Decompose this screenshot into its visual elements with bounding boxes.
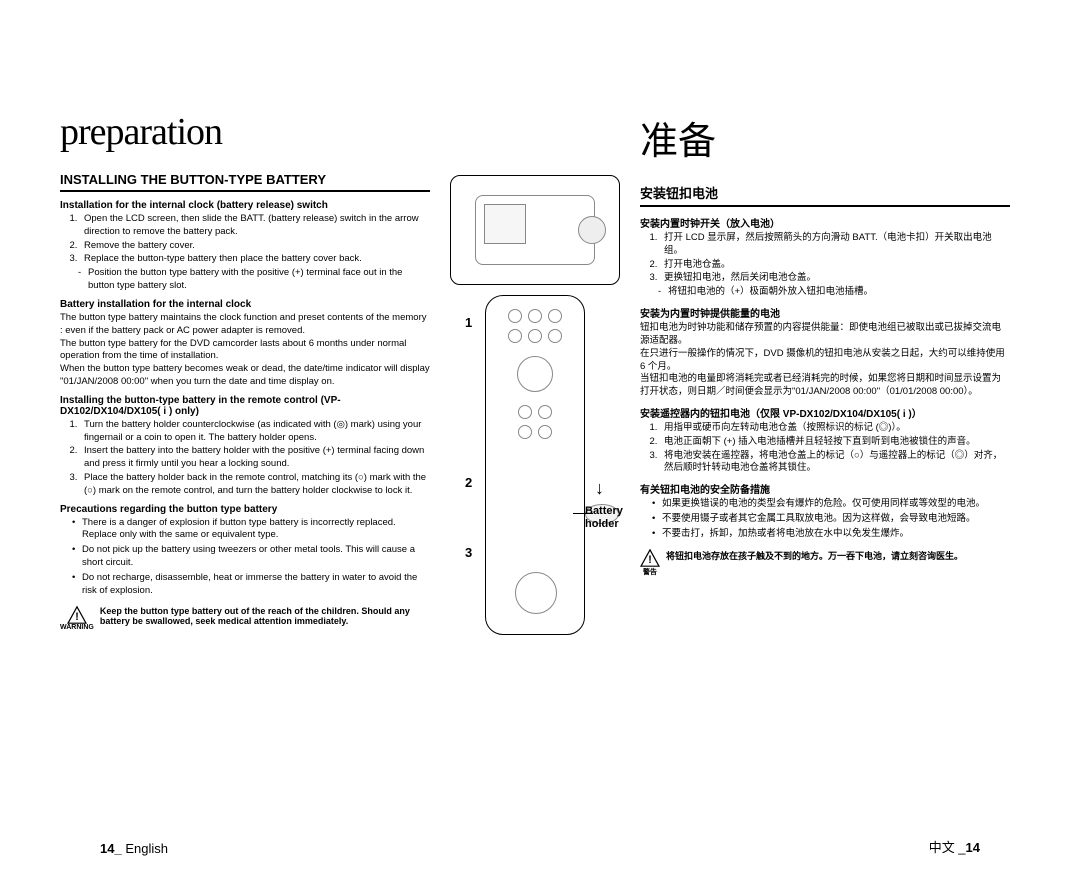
list-item: 电池正面朝下 (+) 插入电池插槽并且轻轻按下直到听到电池被锁住的声音。 bbox=[660, 436, 1010, 449]
list-item: Replace the button-type battery then pla… bbox=[80, 253, 430, 266]
sub-point: 将钮扣电池的（+）极面朝外放入钮扣电池插槽。 bbox=[640, 286, 1010, 299]
ol-zh-1: 打开 LCD 显示屏，然后按照箭头的方向滑动 BATT.（电池卡扣）开关取出电池… bbox=[640, 232, 1010, 285]
step-2: 2 bbox=[465, 475, 472, 490]
subhead-zh-4: 有关钮扣电池的安全防备措施 bbox=[640, 481, 1010, 496]
camcorder-diagram bbox=[450, 175, 620, 285]
step-3: 3 bbox=[465, 545, 472, 560]
subhead-en-2: Battery installation for the internal cl… bbox=[60, 299, 430, 310]
list-item: Remove the battery cover. bbox=[80, 240, 430, 253]
warning-block-zh: ! 警告 将钮扣电池存放在孩子触及不到的地方。万一吞下电池，请立刻咨询医生。 bbox=[640, 549, 1010, 577]
remote-diagram: ↓ bbox=[485, 295, 585, 635]
ul-en-4: There is a danger of explosion if button… bbox=[60, 517, 430, 598]
subhead-zh-2: 安装为内置时钟提供能量的电池 bbox=[640, 305, 1010, 320]
warning-icon: ! 警告 bbox=[640, 549, 660, 577]
para: 在只进行一般操作的情况下，DVD 摄像机的钮扣电池从安装之日起，大约可以维持使用… bbox=[640, 348, 1010, 374]
list-item: 用指甲或硬币向左转动电池仓盖（按照标识的标记 (◎)）。 bbox=[660, 422, 1010, 435]
para: 钮扣电池为时钟功能和储存预置的内容提供能量：即使电池组已被取出或已拔掉交流电源适… bbox=[640, 322, 1010, 348]
list-item: There is a danger of explosion if button… bbox=[72, 517, 430, 543]
list-item: 更换钮扣电池，然后关闭电池仓盖。 bbox=[660, 272, 1010, 285]
list-item: Do not recharge, disassemble, heat or im… bbox=[72, 572, 430, 598]
ol-zh-3: 用指甲或硬币向左转动电池仓盖（按照标识的标记 (◎)）。 电池正面朝下 (+) … bbox=[640, 422, 1010, 475]
subhead-en-4: Precautions regarding the button type ba… bbox=[60, 504, 430, 515]
list-item: 打开电池仓盖。 bbox=[660, 259, 1010, 272]
warning-label: WARNING bbox=[60, 624, 94, 631]
para: The button type battery maintains the cl… bbox=[60, 312, 430, 338]
remote-diagram-wrap: 1 2 3 ↓ Battery holder bbox=[485, 295, 585, 635]
left-column: preparation INSTALLING THE BUTTON-TYPE B… bbox=[60, 110, 430, 635]
footer-right: 中文 _14 bbox=[929, 837, 980, 856]
warning-block-en: ! WARNING Keep the button type battery o… bbox=[60, 606, 430, 631]
list-item: 将电池安装在遥控器，将电池仓盖上的标记（○）与遥控器上的标记（◎）对齐，然后顺时… bbox=[660, 450, 1010, 476]
footer-left: 14_ English bbox=[100, 841, 168, 856]
list-item: Insert the battery into the battery hold… bbox=[80, 445, 430, 471]
list-item: 如果更换错误的电池的类型会有爆炸的危险。仅可使用同样或等效型的电池。 bbox=[652, 498, 1010, 511]
step-1: 1 bbox=[465, 315, 472, 330]
warning-text: Keep the button type battery out of the … bbox=[100, 606, 430, 626]
section-head-en: INSTALLING THE BUTTON-TYPE BATTERY bbox=[60, 172, 430, 192]
subhead-en-1: Installation for the internal clock (bat… bbox=[60, 200, 430, 211]
svg-text:!: ! bbox=[75, 610, 79, 622]
list-item: 不要使用镊子或者其它金属工具取放电池。因为这样做，会导致电池短路。 bbox=[652, 513, 1010, 526]
ol-en-1: Open the LCD screen, then slide the BATT… bbox=[60, 213, 430, 266]
list-item: Do not pick up the battery using tweezer… bbox=[72, 544, 430, 570]
middle-column: 1 2 3 ↓ Battery holder bbox=[450, 110, 620, 635]
lang-right: 中文 _ bbox=[929, 840, 966, 855]
para: 当钮扣电池的电量即将消耗完或者已经消耗完的时候，如果您将日期和时间显示设置为打开… bbox=[640, 373, 1010, 399]
list-item: 打开 LCD 显示屏，然后按照箭头的方向滑动 BATT.（电池卡扣）开关取出电池… bbox=[660, 232, 1010, 258]
warning-text: 将钮扣电池存放在孩子触及不到的地方。万一吞下电池，请立刻咨询医生。 bbox=[666, 549, 963, 562]
arrow-down-icon: ↓ bbox=[595, 478, 604, 499]
warning-icon: ! WARNING bbox=[60, 606, 94, 631]
sub-point: Position the button type battery with th… bbox=[60, 267, 430, 293]
subhead-zh-1: 安装内置时钟开关（放入电池） bbox=[640, 215, 1010, 230]
list-item: Turn the battery holder counterclockwise… bbox=[80, 419, 430, 445]
lang-left: English bbox=[122, 841, 168, 856]
ul-zh-4: 如果更换错误的电池的类型会有爆炸的危险。仅可使用同样或等效型的电池。 不要使用镊… bbox=[640, 498, 1010, 540]
para: The button type battery for the DVD camc… bbox=[60, 338, 430, 364]
ol-en-3: Turn the battery holder counterclockwise… bbox=[60, 419, 430, 498]
warning-label: 警告 bbox=[643, 567, 657, 577]
page-num-right: 14 bbox=[966, 840, 980, 855]
subhead-en-3: Installing the button-type battery in th… bbox=[60, 395, 430, 417]
para: When the button type battery becomes wea… bbox=[60, 363, 430, 389]
list-item: Place the battery holder back in the rem… bbox=[80, 472, 430, 498]
page-num-left: 14_ bbox=[100, 841, 122, 856]
section-head-zh: 安装钮扣电池 bbox=[640, 183, 1010, 207]
svg-text:!: ! bbox=[648, 554, 652, 566]
subhead-zh-3: 安装遥控器内的钮扣电池（仅限 VP-DX102/DX104/DX105( i )… bbox=[640, 405, 1010, 420]
battery-holder-label: Battery holder bbox=[585, 505, 623, 531]
title-en: preparation bbox=[60, 110, 430, 154]
title-zh: 准备 bbox=[640, 110, 1010, 165]
right-column: 准备 安装钮扣电池 安装内置时钟开关（放入电池） 打开 LCD 显示屏，然后按照… bbox=[640, 110, 1010, 635]
list-item: Open the LCD screen, then slide the BATT… bbox=[80, 213, 430, 239]
list-item: 不要击打，拆卸，加热或者将电池放在水中以免发生爆炸。 bbox=[652, 528, 1010, 541]
